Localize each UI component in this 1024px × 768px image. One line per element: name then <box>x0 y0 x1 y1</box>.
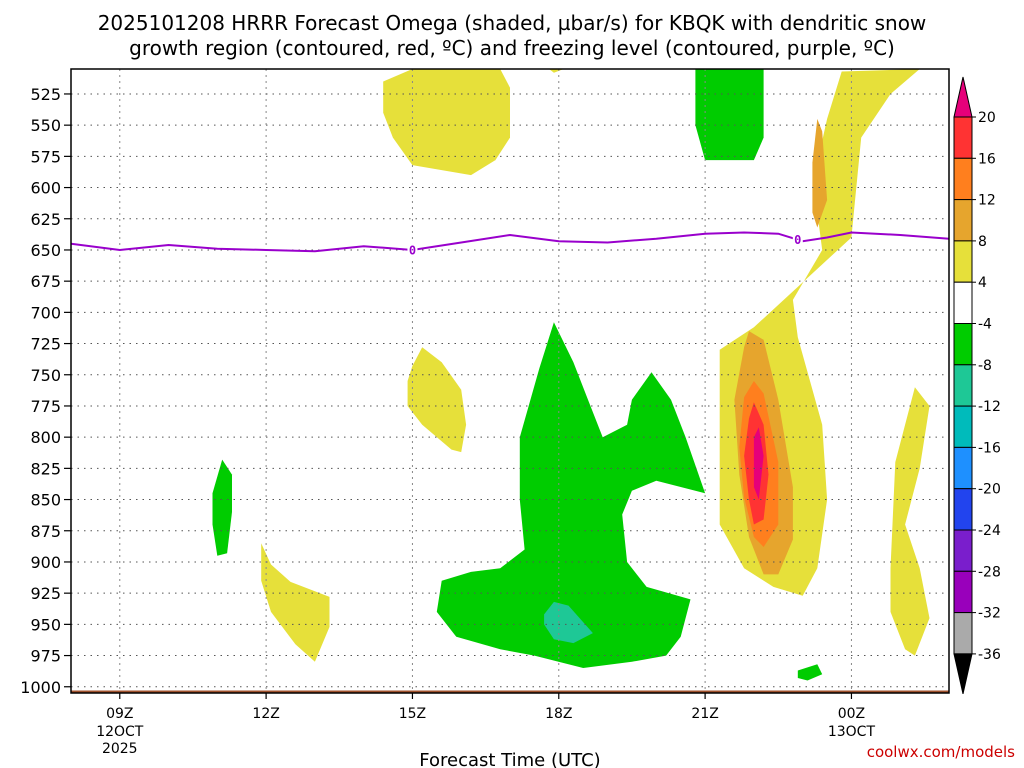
freezing-label-bg <box>792 232 803 247</box>
colorbar-label-20: 20 <box>978 110 996 126</box>
y-tick-label-825: 825 <box>30 459 61 478</box>
y-tick-label-550: 550 <box>30 116 61 135</box>
colorbar-label--8: -8 <box>978 358 992 374</box>
omega-region-14 <box>890 387 930 656</box>
colorbar-label--20: -20 <box>978 482 1001 498</box>
colorbar-under-arrow <box>953 653 973 695</box>
x-tick-date-09Z: 12OCT <box>96 724 144 740</box>
y-tick-label-525: 525 <box>30 85 61 104</box>
colorbar-over-arrow <box>953 76 973 118</box>
colorbar-label-12: 12 <box>978 193 996 209</box>
plot-frame <box>70 68 950 694</box>
omega-shading <box>212 69 930 681</box>
x-tick-label-12Z: 12Z <box>252 706 279 722</box>
colorbar-swatch-2 <box>953 199 973 242</box>
omega-region-10 <box>436 322 706 668</box>
colorbar: 20 16 12 8 4 -4 -8 -12 -16 -20 -24 -28 -32 -36 <box>953 76 1001 695</box>
freezing-level-labels: 00 <box>407 232 803 257</box>
colorbar-label-4: 4 <box>978 275 987 291</box>
x-tick-label-15Z: 15Z <box>399 706 426 722</box>
omega-region-2 <box>695 69 764 161</box>
colorbar-swatch-8 <box>953 446 973 490</box>
colorbar-swatch-6 <box>953 364 973 407</box>
colorbar-label--4: -4 <box>978 317 992 333</box>
x-tick-label-21Z: 21Z <box>691 706 718 722</box>
freezing-level-label-1: 0 <box>794 233 801 247</box>
colorbar-swatch-1 <box>953 157 973 201</box>
omega-region-12 <box>212 459 232 556</box>
colorbar-swatch-0 <box>953 116 973 159</box>
x-tick-date-00Z: 13OCT <box>828 724 876 740</box>
y-tick-label-700: 700 <box>30 303 61 322</box>
freezing-level-label-0: 0 <box>409 243 416 257</box>
y-tick-label-750: 750 <box>30 366 61 385</box>
colorbar-swatch-4 <box>953 281 973 325</box>
y-tick-label-775: 775 <box>30 397 61 416</box>
colorbar-swatch-10 <box>953 529 973 572</box>
grid-lines <box>71 69 949 693</box>
y-tick-label-675: 675 <box>30 272 61 291</box>
y-tick-label-925: 925 <box>30 584 61 603</box>
x-tick-year-09Z: 2025 <box>102 741 138 757</box>
colorbar-swatch-9 <box>953 488 973 531</box>
omega-region-0 <box>383 69 510 176</box>
plot-area <box>71 69 949 693</box>
colorbar-label-16: 16 <box>978 151 996 167</box>
y-tick-label-900: 900 <box>30 553 61 572</box>
y-tick-label-575: 575 <box>30 147 61 166</box>
y-tick-label-850: 850 <box>30 491 61 510</box>
freezing-label-bg <box>407 242 418 257</box>
y-tick-label-600: 600 <box>30 179 61 198</box>
y-axis: 525 550 575 600 625 650 675 700 725 750 775 800 825 8… <box>20 85 71 697</box>
chart-title-line-1: 2025101208 HRRR Forecast Omega (shaded, … <box>98 11 927 35</box>
colorbar-swatch-12 <box>953 612 973 655</box>
x-tick-label-09Z: 09Z <box>106 706 133 722</box>
omega-region-15 <box>797 664 823 681</box>
y-tick-label-1000: 1000 <box>20 678 61 697</box>
colorbar-swatch-3 <box>953 240 973 283</box>
colorbar-label--16: -16 <box>978 440 1001 456</box>
omega-region-13 <box>261 543 330 662</box>
y-tick-label-725: 725 <box>30 335 61 354</box>
chart-title-line-2: growth region (contoured, red, ºC) and f… <box>129 36 895 60</box>
x-tick-label-18Z: 18Z <box>545 706 572 722</box>
colorbar-label--32: -32 <box>978 606 1001 622</box>
freezing-level-line <box>71 231 949 253</box>
omega-region-4 <box>812 118 828 228</box>
y-tick-label-975: 975 <box>30 647 61 666</box>
y-tick-label-625: 625 <box>30 210 61 229</box>
y-tick-label-875: 875 <box>30 522 61 541</box>
y-tick-label-800: 800 <box>30 428 61 447</box>
colorbar-label--24: -24 <box>978 523 1001 539</box>
credit-text: coolwx.com/models <box>867 743 1015 761</box>
colorbar-swatch-7 <box>953 405 973 448</box>
omega-region-1 <box>549 69 564 73</box>
omega-region-9 <box>407 347 467 453</box>
x-tick-label-00Z: 00Z <box>838 706 865 722</box>
x-axis-title: Forecast Time (UTC) <box>419 750 600 768</box>
freezing-level <box>71 231 949 253</box>
colorbar-label--28: -28 <box>978 564 1001 580</box>
ground-surface <box>71 690 949 693</box>
y-tick-label-650: 650 <box>30 241 61 260</box>
omega-region-11 <box>544 601 593 644</box>
colorbar-label-8: 8 <box>978 234 987 250</box>
colorbar-swatch-11 <box>953 570 973 614</box>
colorbar-label--36: -36 <box>978 647 1001 663</box>
colorbar-label--12: -12 <box>978 399 1001 415</box>
y-tick-label-950: 950 <box>30 615 61 634</box>
colorbar-swatch-5 <box>953 323 973 366</box>
omega-region-8 <box>753 427 764 500</box>
